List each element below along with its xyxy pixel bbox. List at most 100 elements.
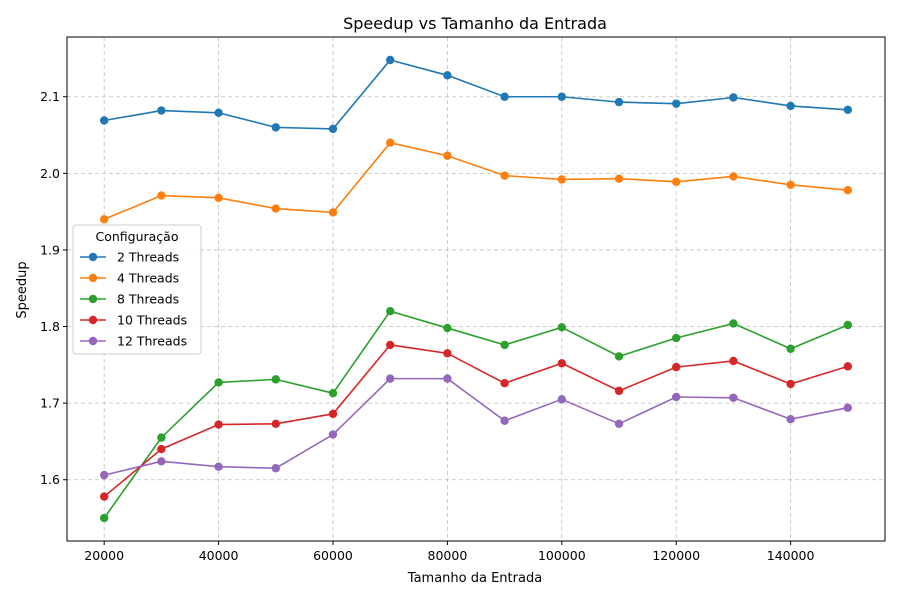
series-10-threads <box>99 340 853 501</box>
data-point <box>385 307 395 316</box>
data-point <box>157 457 166 466</box>
series-line <box>103 344 849 498</box>
data-point <box>443 151 452 160</box>
legend-label: 8 Threads <box>117 292 179 307</box>
data-point <box>557 92 567 101</box>
data-point <box>557 395 567 404</box>
legend-item: 8 Threads <box>80 292 179 307</box>
data-point <box>557 175 567 184</box>
data-point <box>99 492 109 501</box>
data-point <box>328 430 338 439</box>
plot-frame <box>66 36 886 542</box>
series-line <box>103 377 848 476</box>
data-point <box>672 99 681 108</box>
data-point <box>786 101 795 111</box>
legend-label: 2 Threads <box>117 250 179 265</box>
data-point <box>328 124 338 134</box>
data-point <box>385 374 395 383</box>
data-point <box>385 55 395 65</box>
x-axis-label: Tamanho da Entrada <box>407 571 542 586</box>
data-point <box>328 208 338 217</box>
legend-items: 2 Threads 4 Threads 8 Threads 10 Threads 12 … <box>80 250 187 349</box>
data-point <box>843 185 853 195</box>
data-point <box>500 416 509 425</box>
data-point <box>99 116 109 125</box>
data-point <box>729 93 738 102</box>
legend-label: 12 Threads <box>117 334 187 349</box>
y-tick-label: 1.9 <box>40 242 60 257</box>
data-point <box>328 409 338 419</box>
legend: Configuração 2 Threads 4 Threads 8 Threads… <box>72 224 202 355</box>
grid-lines <box>67 37 885 541</box>
legend-item: 10 Threads <box>80 313 187 328</box>
x-tick-label: 140000 <box>767 548 815 563</box>
data-point <box>271 464 280 473</box>
data-point <box>271 375 280 384</box>
chart-title: Speedup vs Tamanho da Entrada <box>343 14 607 33</box>
data-point <box>443 323 452 333</box>
data-point <box>786 344 795 353</box>
data-point <box>614 174 624 183</box>
y-tick-label: 1.8 <box>40 319 60 334</box>
data-point <box>157 106 166 115</box>
data-point <box>500 340 509 350</box>
legend-label: 10 Threads <box>117 313 187 328</box>
data-point <box>500 171 509 180</box>
data-point <box>157 444 166 454</box>
data-point <box>500 379 509 388</box>
x-axis-ticks: 20000 40000 60000 80000 100000 120000 140000 <box>84 541 815 563</box>
x-tick-label: 100000 <box>538 548 586 563</box>
data-point <box>443 349 452 358</box>
data-point <box>214 378 223 387</box>
data-point <box>500 92 509 101</box>
series-8-threads <box>99 307 853 523</box>
data-point <box>328 388 338 398</box>
legend-marker <box>88 294 98 304</box>
data-point <box>99 513 109 523</box>
data-point <box>443 71 452 80</box>
data-point <box>672 392 681 402</box>
legend-marker <box>88 252 98 262</box>
data-point <box>614 97 624 107</box>
data-point <box>729 356 738 366</box>
series-4-threads <box>99 138 853 224</box>
data-point <box>214 108 223 118</box>
data-point <box>843 403 853 412</box>
data-point <box>385 138 395 147</box>
data-point <box>729 393 738 402</box>
y-tick-label: 1.6 <box>40 472 60 487</box>
data-point <box>557 323 567 332</box>
data-point <box>614 352 624 361</box>
data-point <box>843 320 853 330</box>
data-point <box>843 362 853 371</box>
series-line <box>104 59 848 130</box>
data-point <box>99 470 109 480</box>
x-tick-label: 40000 <box>199 548 239 563</box>
data-point <box>672 362 681 372</box>
legend-item: 2 Threads <box>80 250 179 265</box>
series-group <box>99 55 853 523</box>
legend-marker <box>88 336 98 346</box>
data-point <box>786 180 795 190</box>
data-point <box>214 462 223 471</box>
data-point <box>443 374 452 383</box>
legend-label: 4 Threads <box>117 271 179 286</box>
data-point <box>157 191 166 200</box>
data-point <box>214 193 223 203</box>
data-point <box>214 420 223 429</box>
y-axis-ticks: 1.6 1.7 1.8 1.9 2.0 2.1 <box>40 89 67 487</box>
data-point <box>786 379 795 389</box>
data-point <box>271 204 280 213</box>
data-point <box>672 177 681 186</box>
series-line <box>103 141 848 221</box>
legend-title: Configuração <box>95 229 178 244</box>
data-point <box>271 123 280 132</box>
series-2-threads <box>99 55 853 134</box>
y-axis-label: Speedup <box>15 261 30 318</box>
data-point <box>729 319 738 328</box>
y-tick-label: 1.7 <box>40 396 60 411</box>
data-point <box>843 105 853 114</box>
y-tick-label: 2.0 <box>40 166 60 181</box>
data-point <box>557 359 567 368</box>
